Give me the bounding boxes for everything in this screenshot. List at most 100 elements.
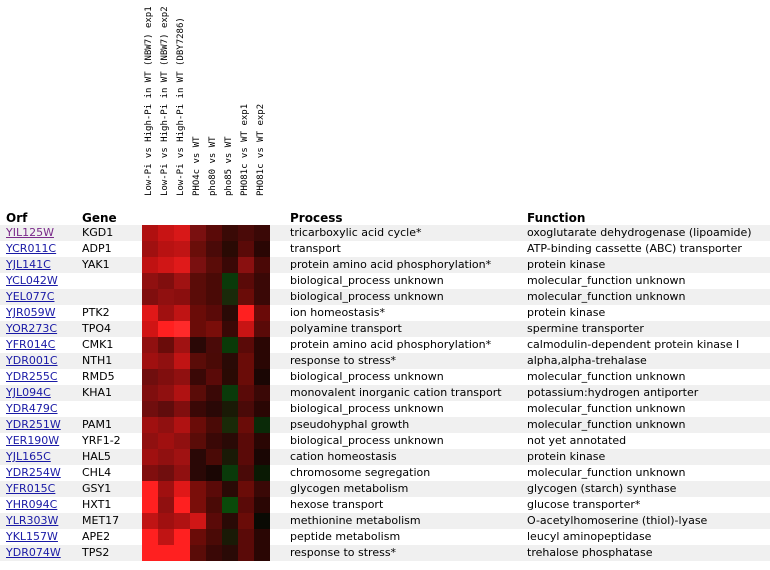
orf-link[interactable]: YFR014C (6, 338, 56, 351)
process-text: response to stress* (290, 354, 397, 367)
function-text: trehalose phosphatase (527, 546, 653, 559)
heatmap-cell (238, 497, 254, 513)
process-text: chromosome segregation (290, 466, 431, 479)
heatmap-cell (254, 497, 270, 513)
function-text: glucose transporter* (527, 498, 641, 511)
orf-link[interactable]: YDR479C (6, 402, 58, 415)
heatmap-cell (190, 529, 206, 545)
heatmap-cell (142, 321, 158, 337)
heatmap-cell (190, 433, 206, 449)
table-row: YJL165C HAL5 cation homeostasis protein kin… (0, 449, 770, 465)
heatmap-cell (254, 353, 270, 369)
heatmap-cell (222, 353, 238, 369)
heatmap-cell (254, 433, 270, 449)
heatmap-cell (222, 273, 238, 289)
table-row: YER190W YRF1-2 biological_process unknown n… (0, 433, 770, 449)
heatmap-cell (174, 241, 190, 257)
table-row: YDR254W CHL4 chromosome segregation molecul… (0, 465, 770, 481)
function-text: protein kinase (527, 450, 606, 463)
heatmap-cell (206, 497, 222, 513)
orf-link[interactable]: YHR094C (6, 498, 58, 511)
heatmap-cell (206, 225, 222, 241)
heatmap-cell (174, 385, 190, 401)
experiment-label: PHO81c vs WT exp2 (256, 103, 266, 196)
heatmap-cell (142, 241, 158, 257)
function-text: molecular_function unknown (527, 466, 686, 479)
heatmap-cell (174, 497, 190, 513)
heatmap-cell (206, 417, 222, 433)
orf-link[interactable]: YER190W (6, 434, 60, 447)
heatmap-cell (142, 225, 158, 241)
function-text: spermine transporter (527, 322, 644, 335)
orf-link[interactable]: YCR011C (6, 242, 57, 255)
heatmap-cell (206, 529, 222, 545)
gene-name: RMD5 (82, 370, 115, 383)
orf-link[interactable]: YLR303W (6, 514, 59, 527)
orf-link[interactable]: YCL042W (6, 274, 58, 287)
table-row: YKL157W APE2 peptide metabolism leucyl amin… (0, 529, 770, 545)
orf-link[interactable]: YJL165C (6, 450, 51, 463)
heatmap-cell (254, 545, 270, 561)
heatmap-cell (142, 289, 158, 305)
function-text: molecular_function unknown (527, 290, 686, 303)
heatmap-cell (158, 321, 174, 337)
orf-link[interactable]: YJL141C (6, 258, 51, 271)
heatmap-cell (206, 305, 222, 321)
orf-link[interactable]: YJR059W (6, 306, 56, 319)
orf-link[interactable]: YFR015C (6, 482, 56, 495)
heatmap-cell (238, 529, 254, 545)
heatmap-cell (254, 337, 270, 353)
orf-link[interactable]: YDR251W (6, 418, 61, 431)
orf-link[interactable]: YDR255C (6, 370, 58, 383)
gene-name: PTK2 (82, 306, 110, 319)
orf-link[interactable]: YEL077C (6, 290, 55, 303)
heatmap-cell (190, 513, 206, 529)
orf-link[interactable]: YDR254W (6, 466, 61, 479)
heatmap-cell (222, 465, 238, 481)
heatmap-cell (254, 513, 270, 529)
heatmap-cell (206, 401, 222, 417)
heatmap-cell (142, 305, 158, 321)
experiment-label: Low-Pi vs High-Pi in WT (NBW7) exp2 (160, 6, 170, 196)
heatmap-cell (254, 305, 270, 321)
experiment-label: pho85 vs WT (224, 136, 234, 196)
gene-name: MET17 (82, 514, 120, 527)
heatmap-cell (158, 225, 174, 241)
gene-name: HXT1 (82, 498, 112, 511)
function-header: Function (527, 211, 586, 225)
table-row: YIL125W KGD1 tricarboxylic acid cycle* oxog… (0, 225, 770, 241)
heatmap-cell (206, 545, 222, 561)
heatmap-cell (222, 481, 238, 497)
heatmap-cell (222, 257, 238, 273)
orf-link[interactable]: YIL125W (6, 226, 54, 239)
heatmap-cell (254, 481, 270, 497)
heatmap-cell (222, 289, 238, 305)
orf-link[interactable]: YDR074W (6, 546, 61, 559)
heatmap-cell (238, 305, 254, 321)
function-text: glycogen (starch) synthase (527, 482, 677, 495)
table-row: YLR303W MET17 methionine metabolism O-acety… (0, 513, 770, 529)
gene-name: KGD1 (82, 226, 114, 239)
heatmap-cell (174, 321, 190, 337)
heatmap-cell (190, 401, 206, 417)
heatmap-cell (206, 273, 222, 289)
function-text: molecular_function unknown (527, 274, 686, 287)
heatmap-cell (174, 417, 190, 433)
process-text: biological_process unknown (290, 274, 444, 287)
orf-link[interactable]: YKL157W (6, 530, 58, 543)
orf-link[interactable]: YJL094C (6, 386, 51, 399)
heatmap-cell (142, 385, 158, 401)
function-text: molecular_function unknown (527, 370, 686, 383)
heatmap-cell (190, 497, 206, 513)
orf-link[interactable]: YDR001C (6, 354, 58, 367)
process-text: pseudohyphal growth (290, 418, 410, 431)
function-text: protein kinase (527, 258, 606, 271)
process-text: protein amino acid phosphorylation* (290, 338, 492, 351)
table-row: YEL077C biological_process unknown molecul… (0, 289, 770, 305)
table-row: YCR011C ADP1 transport ATP-binding cassette… (0, 241, 770, 257)
heatmap-cell (142, 273, 158, 289)
heatmap-cell (158, 513, 174, 529)
heatmap-cell (174, 401, 190, 417)
heatmap-cell (206, 449, 222, 465)
orf-link[interactable]: YOR273C (6, 322, 58, 335)
